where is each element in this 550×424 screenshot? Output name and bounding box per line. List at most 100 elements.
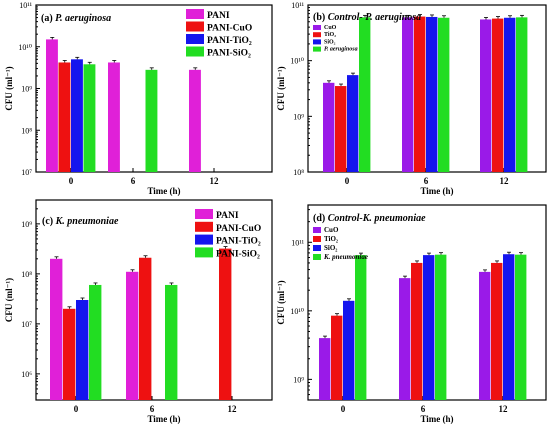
legend-swatch: [313, 227, 321, 233]
legend-label: PANI-CuO: [207, 24, 252, 34]
x-tick-label: 0: [69, 176, 74, 186]
legend-label: PANI-TiO₂: [216, 237, 261, 247]
panel-title: (d) Control-K. pneumoniae: [313, 213, 426, 224]
bar-k-pneumoniae-0: [355, 255, 367, 400]
bar-pani-6: [108, 62, 120, 173]
bar-sio--0: [343, 300, 355, 400]
x-tick-label: 6: [131, 176, 136, 186]
x-tick-label: 12: [500, 176, 510, 186]
x-tick-label: 6: [424, 176, 429, 186]
x-tick-label: 0: [74, 404, 79, 414]
bar-tio--6: [411, 262, 423, 400]
panel-title-text: Control-K. pneumoniae: [328, 213, 426, 224]
bar-pani-12: [189, 69, 201, 172]
legend-label: PANI-SiO₂: [207, 49, 251, 59]
x-axis-label: Time (h): [420, 186, 453, 196]
x-tick-label: 0: [345, 176, 350, 186]
legend-swatch: [313, 236, 321, 242]
y-tick-label: 10¹⁰: [18, 43, 32, 52]
legend-swatch: [313, 46, 321, 52]
panel-title-text: K. pneumoniae: [55, 216, 119, 227]
x-tick-label: 12: [499, 404, 509, 414]
y-tick-label: 10⁸: [293, 168, 304, 177]
bar-pani-sio--0: [89, 284, 102, 400]
legend-swatch: [313, 254, 321, 260]
bar-sio--6: [426, 16, 438, 173]
legend-swatch: [186, 9, 204, 19]
bar-p-aeruginosa-6: [438, 17, 450, 172]
bar-pani-sio--0: [83, 64, 96, 172]
legend-label: TiO₂: [324, 235, 338, 243]
legend: PANI PANI-CuO PANI-TiO₂ PANI-SiO₂: [186, 9, 252, 59]
panel-title: (a) P. aeruginosa: [41, 13, 111, 24]
y-tick-label: 10⁷: [21, 168, 32, 177]
legend-swatch: [313, 39, 321, 45]
panel-label: (a): [41, 13, 55, 24]
panel-title-text: P. aeruginosa: [55, 13, 111, 24]
y-tick-label: 10⁹: [293, 112, 304, 121]
legend-label: TiO₂: [324, 32, 336, 38]
legend-label: SiO₂: [324, 244, 337, 252]
y-axis-label: CFU (ml⁻¹): [4, 278, 14, 322]
legend-swatch: [195, 247, 213, 258]
y-tick-label: 10⁹: [21, 85, 32, 94]
y-tick-label: 10⁸: [21, 270, 32, 279]
bar-tio--12: [492, 18, 504, 173]
y-axis-label: CFU (ml⁻¹): [4, 66, 14, 110]
bar-sio--6: [423, 255, 435, 400]
legend-swatch: [186, 21, 204, 32]
legend: PANI PANI-CuO PANI-TiO₂ PANI-SiO₂: [195, 209, 261, 259]
bar-tio--6: [414, 16, 426, 173]
legend-label: PANI-SiO₂: [216, 249, 260, 259]
bar-k-pneumoniae-6: [435, 254, 447, 400]
bar-pani-0: [50, 258, 63, 400]
y-tick-label: 10¹⁰: [290, 307, 304, 316]
bar-p-aeruginosa-12: [516, 17, 528, 173]
y-tick-label: 10¹¹: [291, 1, 304, 10]
y-tick-label: 10⁷: [21, 320, 32, 329]
x-axis-label: Time (h): [147, 186, 180, 196]
x-tick-label: 6: [150, 404, 155, 414]
legend-label: PANI: [216, 211, 239, 221]
y-tick-label: 10⁹: [21, 220, 32, 229]
bar-cuo-12: [479, 271, 491, 400]
x-tick-label: 12: [210, 176, 220, 186]
legend-swatch: [313, 32, 321, 38]
bar-sio--12: [503, 254, 515, 400]
bar-sio--0: [347, 75, 359, 172]
bar-pani-tio--0: [71, 59, 83, 172]
legend-swatch: [195, 234, 213, 245]
legend-label: PANI-CuO: [216, 224, 261, 234]
legend-label: PANI: [207, 11, 230, 21]
chart-panel-2: 10⁶ 10⁷ 10⁸ 10⁹ CFU (ml⁻¹) 0 6 12 Time (h) (c) K.…: [4, 199, 273, 424]
chart-panel-3: 10⁹ 10¹⁰ 10¹¹ CFU (ml⁻¹) 0 6 12 Time (h) (d) Con…: [276, 204, 547, 424]
bar-k-pneumoniae-12: [515, 254, 527, 400]
y-axis-label: CFU (ml⁻¹): [276, 280, 286, 324]
y-tick-label: 10¹¹: [19, 1, 32, 10]
bar-tio--0: [331, 315, 343, 400]
y-tick-label: 10¹¹: [291, 238, 304, 247]
legend-swatch: [186, 34, 204, 44]
bar-pani-cuo-12: [219, 248, 232, 400]
panel-title: (c) K. pneumoniae: [42, 216, 119, 227]
bar-pani-cuo-6: [139, 257, 152, 400]
legend-label: P. aeruginosa: [324, 47, 358, 53]
chart-panel-0: 10⁷ 10⁸ 10⁹ 10¹⁰ 10¹¹ CFU (ml⁻¹) 0 6 12 Time (h) (…: [4, 1, 273, 196]
x-axis-label: Time (h): [147, 414, 180, 424]
legend-swatch: [195, 209, 213, 219]
bar-cuo-6: [402, 17, 414, 173]
legend-swatch: [313, 25, 321, 30]
legend-label: SiO₂: [324, 39, 336, 45]
bar-p-aeruginosa-0: [359, 17, 371, 173]
bar-tio--0: [335, 86, 347, 172]
x-tick-label: 6: [421, 404, 426, 414]
y-tick-label: 10⁹: [293, 375, 304, 384]
y-tick-label: 10⁶: [21, 370, 32, 379]
bar-cuo-6: [399, 278, 411, 400]
legend-swatch: [195, 221, 213, 232]
legend-label: CuO: [324, 226, 339, 234]
bar-sio--12: [504, 17, 516, 172]
